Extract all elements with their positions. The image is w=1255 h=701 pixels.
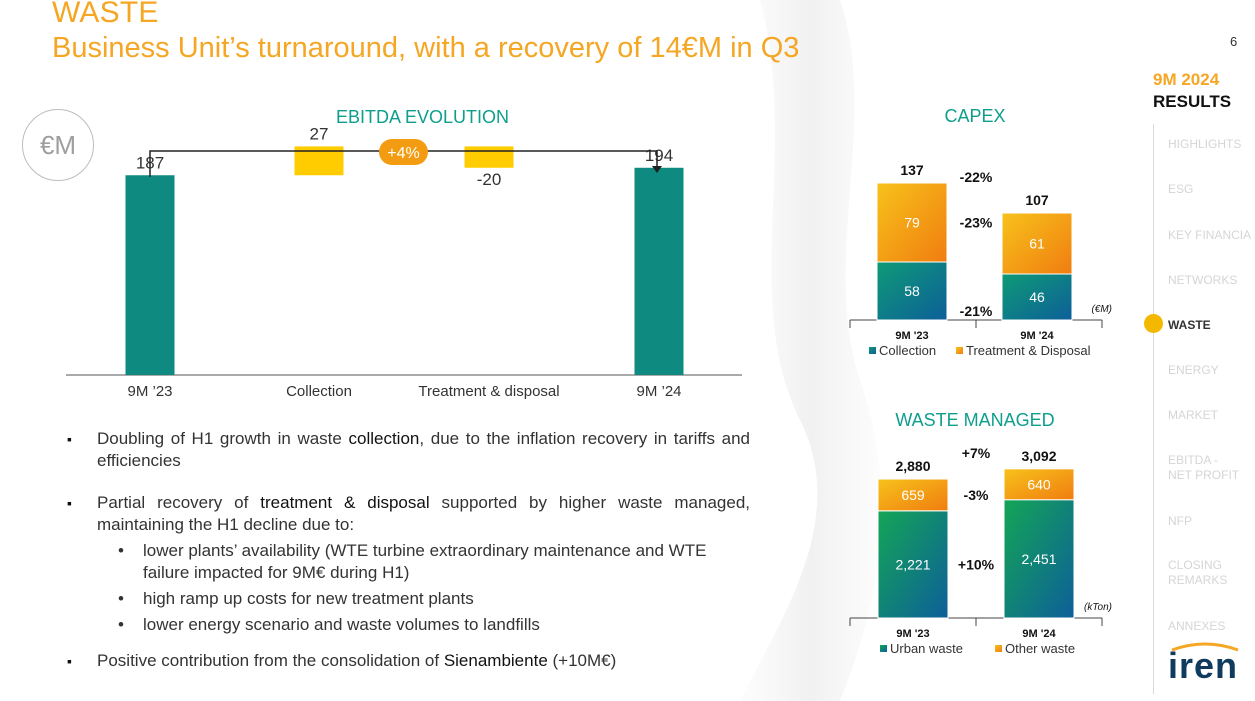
bullet-text: lower plants’ availability (WTE turbine … (143, 541, 707, 582)
nav-active-indicator (1144, 314, 1163, 333)
capex-svg-segment-label: 61 (1029, 236, 1045, 252)
capex-svg-category-label: 9M '24 (1020, 330, 1054, 342)
nav-item-market[interactable]: MARKET (1168, 408, 1219, 422)
ebitda-bar (125, 175, 175, 375)
ebitda-change-badge (379, 139, 428, 165)
bullet-highlight: collection (348, 429, 420, 448)
capex-svg-category-label: 9M '23 (895, 330, 928, 342)
nav-heading-period: 9M 2024 (1153, 70, 1220, 89)
nav-item-annexes[interactable]: ANNEXES (1168, 619, 1226, 633)
ebitda-chart-title: EBITDA EVOLUTION (335, 107, 510, 127)
capex-svg-total-label: 107 (1025, 192, 1049, 208)
capex-svg-segment-label: 79 (904, 215, 920, 231)
capex-svg-legend-label: Treatment & Disposal (966, 343, 1091, 358)
bullet-item: Positive contribution from the consolida… (67, 650, 750, 672)
waste-svg-change-bottom: +10% (958, 556, 995, 572)
waste-svg-total-label: 3,092 (1021, 448, 1056, 464)
waste-managed-chart-title: WASTE MANAGED (895, 410, 1055, 430)
waste-svg-legend-swatch (995, 645, 1002, 652)
ebitda-data-label: -20 (477, 170, 502, 189)
sub-bullet-item: high ramp up costs for new treatment pla… (70, 588, 750, 610)
capex-chart: 58 79 137 9M '23 46 61 107 9M '24 -22% -23% -21% (€… (849, 162, 1112, 358)
nav-item-key-financia[interactable]: KEY FINANCIA (1168, 228, 1252, 242)
waste-svg-bar-segment (1003, 499, 1075, 619)
waste-svg-category-label: 9M '24 (1022, 628, 1056, 640)
bullet-highlight: treatment & disposal (260, 493, 430, 512)
capex-svg-segment-label: 46 (1029, 289, 1045, 305)
waste-svg-segment-label: 2,221 (895, 556, 930, 572)
nav-item-networks[interactable]: NETWORKS (1168, 273, 1238, 287)
bullet-text: lower energy scenario and waste volumes … (143, 615, 540, 634)
bullet-text: Doubling of H1 growth in waste (97, 429, 349, 448)
ebitda-data-label: 27 (310, 124, 329, 143)
bullet-text: Partial recovery of (97, 493, 261, 512)
capex-svg-bar-segment (1001, 273, 1073, 321)
logo-mark-icon (1171, 642, 1239, 652)
nav-item-energy[interactable]: ENERGY (1168, 363, 1219, 377)
waste-svg-segment-label: 640 (1027, 476, 1051, 492)
bullet-text: , due to the inflation recovery in tarif… (97, 429, 750, 470)
bullet-text: supported by higher waste managed, maint… (97, 493, 750, 534)
page-number: 6 (1230, 34, 1238, 49)
capex-svg-bar-segment (1001, 212, 1073, 275)
waste-svg-legend-label: Other waste (1005, 641, 1075, 656)
commentary-bullets: Doubling of H1 growth in waste collectio… (67, 428, 750, 672)
capex-svg-change-top: -23% (960, 215, 993, 231)
capex-chart-title: CAPEX (944, 106, 1006, 126)
waste-svg-segment-label: 659 (901, 487, 925, 503)
nav-item-esg[interactable]: ESG (1168, 182, 1194, 196)
unit-badge: €M (22, 109, 94, 181)
nav-item-ebitda-net-profit[interactable]: EBITDA - NET PROFIT (1168, 453, 1240, 482)
bullet-item: Doubling of H1 growth in waste collectio… (67, 428, 750, 472)
waste-svg-legend-swatch (880, 645, 887, 652)
waste-svg-legend-label: Urban waste (890, 641, 963, 656)
ebitda-change-label: +4% (387, 145, 419, 162)
nav-item-closing-remarks[interactable]: CLOSING REMARKS (1168, 558, 1228, 587)
bullet-highlight: Sienambiente (443, 651, 548, 670)
ebitda-category-label: 9M ’23 (127, 383, 172, 400)
waste-svg-change-top: -3% (964, 487, 989, 503)
ebitda-bar (634, 167, 684, 375)
capex-svg-bar-segment (876, 182, 948, 263)
waste-svg-total-label: 2,880 (895, 458, 930, 474)
waste-svg-unit-label: (kTon) (1084, 602, 1112, 613)
bullet-text: (+10M€) (547, 651, 617, 670)
capex-svg-total-label: 137 (900, 162, 924, 178)
sub-bullet-item: lower plants’ availability (WTE turbine … (70, 540, 750, 584)
waste-managed-chart: 2,221 659 2,880 9M '23 2,451 640 3,092 9M '24 +7… (849, 445, 1112, 656)
waste-svg-category-label: 9M '23 (896, 628, 929, 640)
page-title: WASTE (52, 0, 159, 29)
waste-svg-change-total: +7% (962, 445, 991, 461)
capex-svg-segment-label: 58 (904, 283, 920, 299)
bullet-text: Positive contribution from the consolida… (97, 651, 444, 670)
page-subtitle: Business Unit’s turnaround, with a recov… (52, 32, 800, 64)
waste-svg-bar-segment (877, 510, 949, 619)
sub-bullet-item: lower energy scenario and waste volumes … (70, 614, 750, 636)
capex-svg-legend-swatch (956, 347, 963, 354)
ebitda-bar (464, 146, 514, 168)
capex-svg-unit-label: (€M) (1091, 304, 1112, 315)
capex-svg-legend-swatch (869, 347, 876, 354)
nav-item-nfp[interactable]: NFP (1168, 514, 1192, 528)
waste-svg-segment-label: 2,451 (1021, 551, 1056, 567)
ebitda-category-label: Treatment & disposal (418, 383, 559, 400)
capex-svg-change-total: -22% (960, 169, 993, 185)
capex-svg-change-bottom: -21% (960, 303, 993, 319)
ebitda-category-label: 9M ’24 (636, 383, 681, 400)
nav-item-waste[interactable]: WASTE (1168, 318, 1211, 332)
ebitda-arrow-head (652, 166, 662, 173)
ebitda-category-label: Collection (286, 383, 352, 400)
nav-divider (1153, 124, 1154, 694)
nav-heading-results: RESULTS (1153, 92, 1232, 111)
waste-svg-bar-segment (877, 478, 949, 512)
bullet-text: high ramp up costs for new treatment pla… (143, 589, 474, 608)
capex-svg-legend-label: Collection (879, 343, 936, 358)
waste-svg-bar-segment (1003, 468, 1075, 501)
bullet-item: Partial recovery of treatment & disposal… (67, 492, 750, 536)
nav-item-highlights[interactable]: HIGHLIGHTS (1168, 137, 1242, 151)
ebitda-data-label: 194 (645, 146, 673, 165)
iren-logo: iren (1168, 645, 1239, 686)
